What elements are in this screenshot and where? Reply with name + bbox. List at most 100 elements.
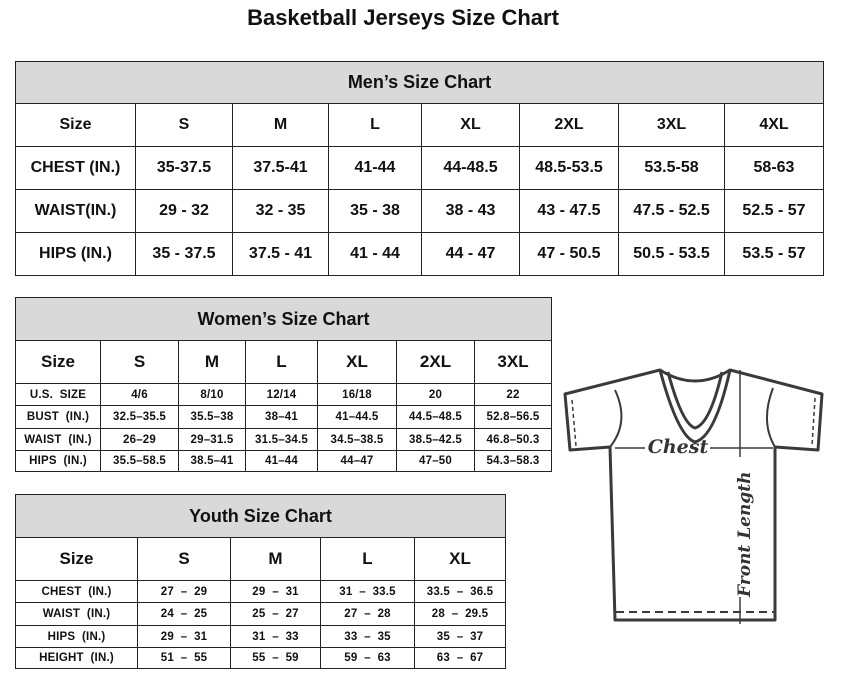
- measurement-cell: 43 - 47.5: [519, 189, 619, 233]
- measurement-cell: 12/14: [245, 383, 318, 406]
- table-row: HIPS (IN.) 29 – 31 31 – 33 33 – 35 35 – 37: [15, 625, 507, 648]
- size-header-row: Size S M L XL 2XL 3XL 4XL: [15, 103, 824, 147]
- table-row: HIPS (IN.) 35 - 37.5 37.5 - 41 41 - 44 44 - …: [15, 232, 824, 276]
- size-header-cell: 3XL: [473, 340, 553, 384]
- measurement-cell: 27 – 28: [320, 602, 415, 626]
- measurement-cell: 41 - 44: [328, 232, 422, 276]
- measurement-cell: 35 - 37.5: [135, 232, 233, 276]
- measurement-cell: 46.8–50.3: [473, 428, 553, 451]
- measurement-cell: 25 – 27: [230, 602, 321, 626]
- row-label-cell: WAIST (IN.): [15, 602, 138, 626]
- measurement-cell: 58-63: [724, 146, 824, 190]
- measurement-cell: 54.3–58.3: [473, 450, 553, 472]
- table-row: WAIST (IN.) 24 – 25 25 – 27 27 – 28 28 – 29.…: [15, 602, 507, 626]
- size-header-cell: 2XL: [396, 340, 475, 384]
- youth-chart-heading: Youth Size Chart: [14, 494, 507, 538]
- size-header-cell: 4XL: [724, 103, 824, 147]
- women-chart-heading: Women’s Size Chart: [14, 297, 553, 341]
- measurement-cell: 52.5 - 57: [724, 189, 824, 233]
- table-row: CHEST (IN.) 27 – 29 29 – 31 31 – 33.5 33.5 –…: [15, 580, 507, 603]
- row-label-cell: WAIST (IN.): [15, 428, 101, 451]
- measurement-cell: 51 – 55: [137, 647, 231, 669]
- measurement-cell: 35.5–58.5: [100, 450, 179, 472]
- size-header-cell: L: [320, 537, 415, 581]
- row-label-cell: BUST (IN.): [15, 405, 101, 429]
- measurement-cell: 55 – 59: [230, 647, 321, 669]
- measurement-cell: 32 - 35: [232, 189, 329, 233]
- measurement-cell: 44-48.5: [421, 146, 520, 190]
- measurement-cell: 26–29: [100, 428, 179, 451]
- row-label-cell: WAIST(IN.): [15, 189, 136, 233]
- measurement-cell: 35 - 38: [328, 189, 422, 233]
- measurement-cell: 22: [473, 383, 553, 406]
- measurement-cell: 33 – 35: [320, 625, 415, 648]
- measurement-cell: 32.5–35.5: [100, 405, 179, 429]
- table-row: HEIGHT (IN.) 51 – 55 55 – 59 59 – 63 63 – 67: [15, 647, 507, 669]
- youth-size-table: Youth Size Chart Size S M L XL CHEST (IN.) 27 –…: [14, 494, 507, 669]
- page-title: Basketball Jerseys Size Chart: [247, 5, 559, 30]
- measurement-cell: 47–50: [396, 450, 475, 472]
- size-header-row: Size S M L XL 2XL 3XL: [15, 340, 553, 384]
- row-label-cell: U.S. SIZE: [15, 383, 101, 406]
- measurement-cell: 38–41: [245, 405, 318, 429]
- size-header-cell: M: [230, 537, 321, 581]
- womens-size-table: Women’s Size Chart Size S M L XL 2XL 3XL U.S. SI…: [14, 297, 553, 472]
- size-header-row: Size S M L XL: [15, 537, 507, 581]
- size-header-cell: S: [100, 340, 179, 384]
- measurement-cell: 4/6: [100, 383, 179, 406]
- table-row: CHEST (IN.) 35-37.5 37.5-41 41-44 44-48.5 48.…: [15, 146, 824, 190]
- measurement-cell: 44.5–48.5: [396, 405, 475, 429]
- row-label-cell: CHEST (IN.): [15, 580, 138, 603]
- size-label-cell: Size: [15, 103, 136, 147]
- measurement-cell: 41-44: [328, 146, 422, 190]
- size-header-cell: S: [135, 103, 233, 147]
- measurement-cell: 29 – 31: [137, 625, 231, 648]
- measurement-cell: 28 – 29.5: [413, 602, 507, 626]
- measurement-cell: 16/18: [317, 383, 397, 406]
- table-row: U.S. SIZE 4/6 8/10 12/14 16/18 20 22: [15, 383, 553, 406]
- measurement-cell: 41–44.5: [317, 405, 397, 429]
- measurement-cell: 29 - 32: [135, 189, 233, 233]
- measurement-cell: 48.5-53.5: [519, 146, 619, 190]
- size-label-cell: Size: [15, 537, 138, 581]
- size-header-cell: L: [328, 103, 422, 147]
- measurement-cell: 24 – 25: [137, 602, 231, 626]
- row-label-cell: HIPS (IN.): [15, 625, 138, 648]
- measurement-cell: 52.8–56.5: [473, 405, 553, 429]
- table-row: WAIST (IN.) 26–29 29–31.5 31.5–34.5 34.5–38.…: [15, 428, 553, 451]
- measurement-cell: 37.5 - 41: [232, 232, 329, 276]
- measurement-cell: 35 – 37: [413, 625, 507, 648]
- chest-label: Chest: [648, 436, 709, 458]
- measurement-cell: 20: [396, 383, 475, 406]
- measurement-cell: 37.5-41: [232, 146, 329, 190]
- mens-size-table: Men’s Size Chart Size S M L XL 2XL 3XL 4XL CHEST …: [15, 61, 824, 276]
- table-row: HIPS (IN.) 35.5–58.5 38.5–41 41–44 44–47 47–5…: [15, 450, 553, 472]
- front-length-label: Front Length: [735, 472, 755, 598]
- measurement-cell: 63 – 67: [413, 647, 507, 669]
- size-header-cell: M: [178, 340, 246, 384]
- measurement-cell: 59 – 63: [320, 647, 415, 669]
- measurement-cell: 31 – 33.5: [320, 580, 415, 603]
- size-header-cell: 2XL: [519, 103, 619, 147]
- measurement-cell: 33.5 – 36.5: [413, 580, 507, 603]
- row-label-cell: HEIGHT (IN.): [15, 647, 138, 669]
- measurement-cell: 38 - 43: [421, 189, 520, 233]
- size-label-cell: Size: [15, 340, 101, 384]
- size-header-cell: M: [232, 103, 329, 147]
- jersey-diagram: Chest Front Length: [563, 368, 824, 624]
- measurement-cell: 50.5 - 53.5: [618, 232, 725, 276]
- row-label-cell: HIPS (IN.): [15, 232, 136, 276]
- measurement-cell: 29 – 31: [230, 580, 321, 603]
- size-header-cell: XL: [421, 103, 520, 147]
- table-row: BUST (IN.) 32.5–35.5 35.5–38 38–41 41–44.5 44…: [15, 405, 553, 429]
- measurement-cell: 44 - 47: [421, 232, 520, 276]
- measurement-cell: 31.5–34.5: [245, 428, 318, 451]
- jersey-outline-icon: [563, 368, 824, 622]
- measurement-cell: 47.5 - 52.5: [618, 189, 725, 233]
- measurement-cell: 34.5–38.5: [317, 428, 397, 451]
- measurement-cell: 41–44: [245, 450, 318, 472]
- measurement-cell: 35-37.5: [135, 146, 233, 190]
- row-label-cell: CHEST (IN.): [15, 146, 136, 190]
- measurement-cell: 47 - 50.5: [519, 232, 619, 276]
- row-label-cell: HIPS (IN.): [15, 450, 101, 472]
